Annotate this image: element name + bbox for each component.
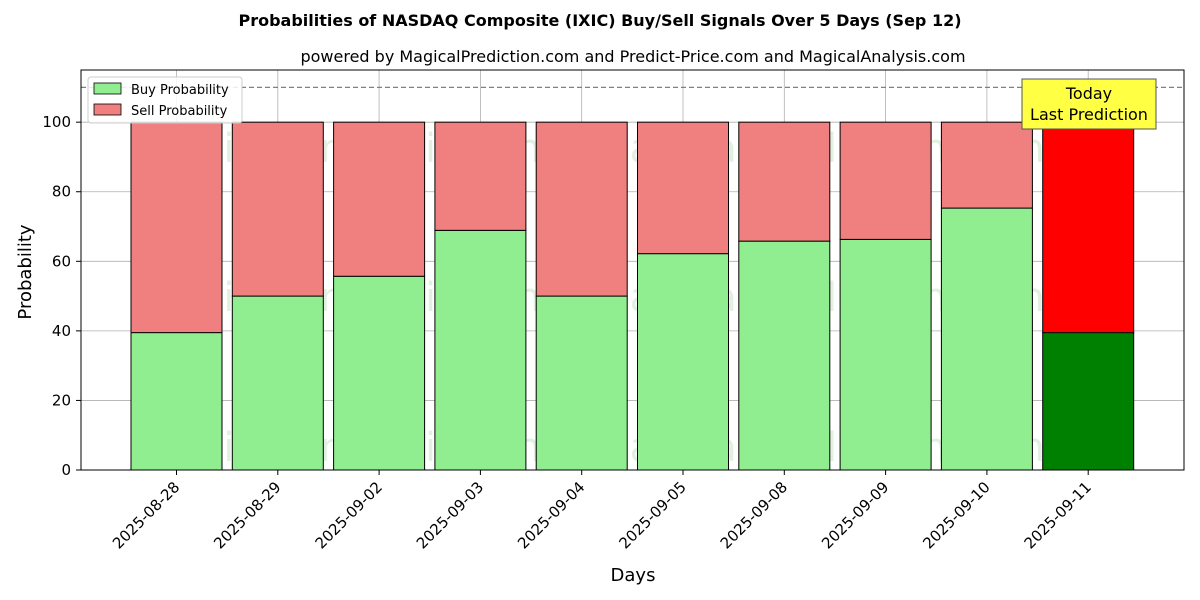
annotation-line-2: Last Prediction <box>1030 105 1148 124</box>
bar-buy <box>940 207 1033 471</box>
bar-sell <box>333 121 426 277</box>
bar-buy <box>333 275 426 471</box>
chart-subtitle: powered by MagicalPrediction.com and Pre… <box>300 47 965 66</box>
y-axis: 0 20 40 60 80 100 <box>42 113 81 479</box>
x-tick-label: 2025-08-28 <box>109 478 183 552</box>
plot-frame <box>80 69 1185 471</box>
bar-sell <box>940 121 1033 209</box>
bar-buy <box>1042 332 1135 471</box>
y-axis-label: Probability <box>15 224 36 319</box>
bar-buy <box>231 295 324 471</box>
x-tick-label: 2025-09-04 <box>514 478 588 552</box>
bar-sell <box>738 121 831 242</box>
annotation-box <box>1021 78 1157 130</box>
bar-buy <box>535 295 628 471</box>
bar-sell <box>231 121 324 297</box>
x-tick-label: 2025-09-08 <box>717 478 791 552</box>
legend-swatch-buy <box>93 82 122 95</box>
bars <box>130 121 1135 471</box>
x-tick-label: 2025-09-10 <box>919 478 993 552</box>
today-annotation: Today Last Prediction <box>1021 78 1157 130</box>
legend-label-buy: Buy Probability <box>131 83 229 98</box>
legend: Buy Probability Sell Probability <box>87 76 243 124</box>
bar-sell <box>1042 121 1135 334</box>
legend-box <box>87 76 243 124</box>
y-tick-label: 60 <box>52 252 71 270</box>
bar-buy <box>839 238 932 471</box>
y-tick-label: 20 <box>52 391 71 409</box>
y-tick-label: 80 <box>52 183 71 201</box>
annotation-line-1: Today <box>1065 84 1112 103</box>
bar-buy <box>130 332 223 471</box>
x-tick-label: 2025-09-05 <box>615 478 689 552</box>
y-tick-label: 0 <box>61 461 71 479</box>
x-tick-label: 2025-09-09 <box>818 478 892 552</box>
x-tick-label: 2025-08-29 <box>210 478 284 552</box>
y-tick-label: 100 <box>42 113 71 131</box>
x-tick-label: 2025-09-03 <box>413 478 487 552</box>
bar-buy <box>637 253 729 471</box>
legend-label-sell: Sell Probability <box>131 104 228 119</box>
x-tick-label: 2025-09-11 <box>1021 478 1095 552</box>
x-axis-label: Days <box>611 565 656 586</box>
y-tick-label: 40 <box>52 322 71 340</box>
bar-sell <box>535 121 628 297</box>
bar-buy <box>738 240 831 471</box>
x-tick-label: 2025-09-02 <box>312 478 386 552</box>
bar-buy <box>434 229 527 471</box>
legend-swatch-sell <box>93 103 122 116</box>
chart-title: Probabilities of NASDAQ Composite (IXIC)… <box>238 11 961 30</box>
x-axis: 2025-08-28 2025-08-29 2025-09-02 2025-09-03… <box>109 470 1095 552</box>
bar-sell <box>434 121 527 231</box>
bar-sell <box>130 121 223 334</box>
bar-sell <box>839 121 932 240</box>
bar-sell <box>637 121 729 255</box>
